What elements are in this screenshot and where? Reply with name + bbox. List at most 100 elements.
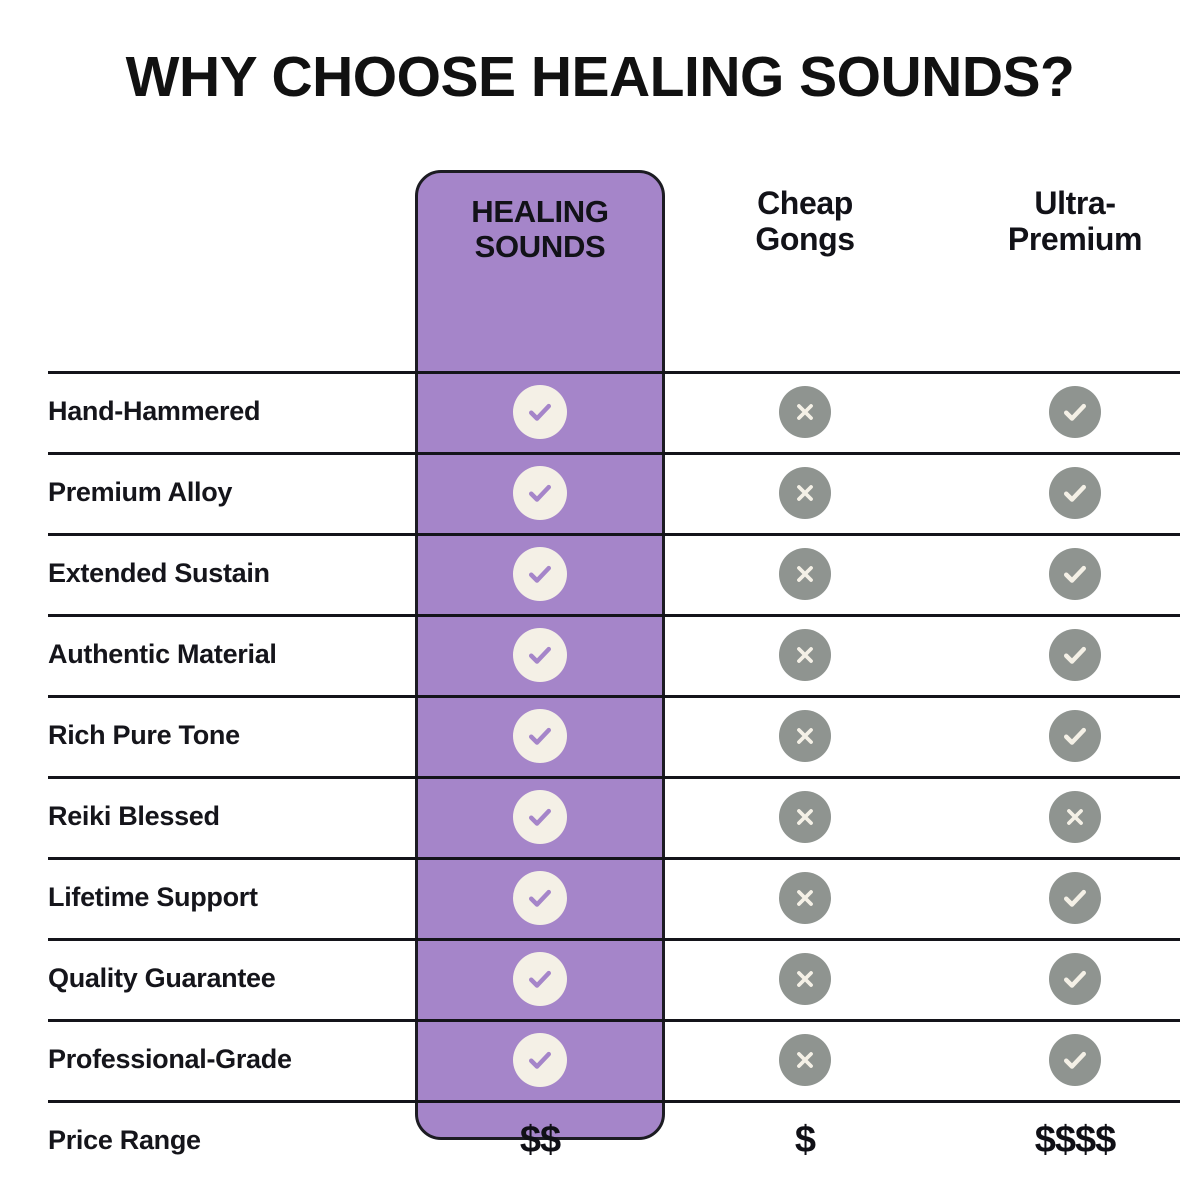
column-header-line-2: SOUNDS	[474, 228, 606, 264]
row-feature-label: Authentic Material	[48, 639, 277, 669]
check-circle-icon	[1049, 547, 1101, 600]
cell-healing-sounds	[415, 776, 665, 857]
row-divider	[48, 938, 1180, 941]
cell-cheap-gongs	[690, 533, 920, 614]
column-header-line-1: Cheap	[757, 185, 853, 221]
row-feature-label: Quality Guarantee	[48, 963, 276, 993]
check-circle-icon	[513, 870, 567, 925]
check-circle-icon	[513, 627, 567, 682]
check-circle-icon	[1049, 628, 1101, 681]
cell-ultra-premium	[960, 533, 1190, 614]
table-row: Price Range $$ $ $$$$	[48, 1100, 1180, 1181]
column-header-healing-sounds: HEALING SOUNDS	[415, 194, 665, 264]
row-feature-label: Lifetime Support	[48, 882, 258, 912]
cell-healing-sounds	[415, 1019, 665, 1100]
cell-healing-sounds: $$	[415, 1100, 665, 1181]
cell-cheap-gongs	[690, 1019, 920, 1100]
cell-healing-sounds	[415, 695, 665, 776]
cell-cheap-gongs	[690, 938, 920, 1019]
table-row: Lifetime Support	[48, 857, 1180, 938]
row-feature-label: Professional-Grade	[48, 1044, 292, 1074]
row-divider	[48, 1019, 1180, 1022]
cell-ultra-premium	[960, 776, 1190, 857]
check-circle-icon	[513, 1032, 567, 1087]
column-header-line-2: Premium	[1007, 220, 1143, 257]
row-feature-label: Reiki Blessed	[48, 801, 220, 831]
cell-cheap-gongs: $	[690, 1100, 920, 1181]
check-circle-icon	[513, 789, 567, 844]
table-row: Authentic Material	[48, 614, 1180, 695]
table-row: Reiki Blessed	[48, 776, 1180, 857]
row-feature-label: Rich Pure Tone	[48, 720, 240, 750]
check-circle-icon	[1049, 871, 1101, 924]
check-circle-icon	[513, 708, 567, 763]
cell-cheap-gongs	[690, 452, 920, 533]
row-divider	[48, 452, 1180, 455]
x-circle-icon	[779, 1033, 831, 1086]
column-header-line-2: Gongs	[755, 220, 855, 257]
row-divider	[48, 371, 1180, 374]
check-circle-icon	[513, 384, 567, 439]
price-range-value: $$	[519, 1119, 561, 1161]
cell-healing-sounds	[415, 857, 665, 938]
table-row: Rich Pure Tone	[48, 695, 1180, 776]
check-circle-icon	[513, 465, 567, 520]
cell-ultra-premium	[960, 371, 1190, 452]
cell-healing-sounds	[415, 452, 665, 533]
cell-cheap-gongs	[690, 371, 920, 452]
row-feature-label: Hand-Hammered	[48, 396, 261, 426]
cell-healing-sounds	[415, 533, 665, 614]
cell-ultra-premium: $$$$	[960, 1100, 1190, 1181]
row-feature-label: Extended Sustain	[48, 558, 270, 588]
check-circle-icon	[513, 546, 567, 601]
check-circle-icon	[1049, 709, 1101, 762]
table-row: Premium Alloy	[48, 452, 1180, 533]
cell-ultra-premium	[960, 695, 1190, 776]
x-circle-icon	[779, 385, 831, 438]
x-circle-icon	[779, 547, 831, 600]
cell-cheap-gongs	[690, 857, 920, 938]
column-header-ultra-premium: Ultra- Premium	[960, 185, 1190, 258]
table-row: Hand-Hammered	[48, 371, 1180, 452]
row-feature-label: Premium Alloy	[48, 477, 233, 507]
row-feature-label: Price Range	[48, 1125, 201, 1155]
cell-healing-sounds	[415, 371, 665, 452]
column-header-line-1: Ultra-	[1034, 185, 1116, 221]
cell-ultra-premium	[960, 452, 1190, 533]
x-circle-icon	[779, 466, 831, 519]
column-header-line-1: HEALING	[471, 194, 609, 229]
table-row: Quality Guarantee	[48, 938, 1180, 1019]
x-circle-icon	[1049, 790, 1101, 843]
cell-cheap-gongs	[690, 695, 920, 776]
check-circle-icon	[1049, 952, 1101, 1005]
table-row: Extended Sustain	[48, 533, 1180, 614]
x-circle-icon	[779, 709, 831, 762]
row-divider	[48, 695, 1180, 698]
check-circle-icon	[513, 951, 567, 1006]
x-circle-icon	[779, 790, 831, 843]
check-circle-icon	[1049, 385, 1101, 438]
price-range-value: $$$$	[1034, 1119, 1117, 1161]
cell-ultra-premium	[960, 614, 1190, 695]
cell-healing-sounds	[415, 938, 665, 1019]
x-circle-icon	[779, 952, 831, 1005]
x-circle-icon	[779, 628, 831, 681]
page-title: WHY CHOOSE HEALING SOUNDS?	[125, 45, 1075, 109]
price-range-value: $	[794, 1119, 816, 1161]
cell-healing-sounds	[415, 614, 665, 695]
check-circle-icon	[1049, 466, 1101, 519]
column-header-cheap-gongs: Cheap Gongs	[690, 185, 920, 258]
table-row: Professional-Grade	[48, 1019, 1180, 1100]
cell-cheap-gongs	[690, 614, 920, 695]
row-divider	[48, 776, 1180, 779]
row-divider	[48, 614, 1180, 617]
cell-ultra-premium	[960, 857, 1190, 938]
check-circle-icon	[1049, 1033, 1101, 1086]
row-divider	[48, 533, 1180, 536]
row-divider	[48, 857, 1180, 860]
x-circle-icon	[779, 871, 831, 924]
cell-ultra-premium	[960, 938, 1190, 1019]
row-divider	[48, 1100, 1180, 1103]
cell-ultra-premium	[960, 1019, 1190, 1100]
